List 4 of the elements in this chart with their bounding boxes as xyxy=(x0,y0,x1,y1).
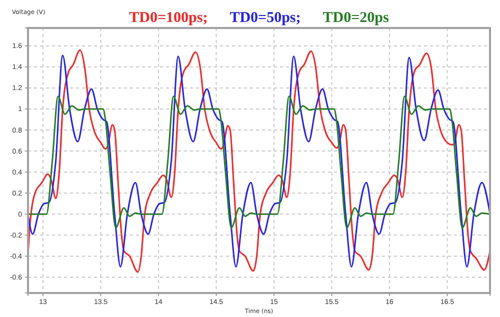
series-label: TD0=100ps; xyxy=(129,10,208,26)
text: TD0=50ps; xyxy=(230,10,301,26)
text: TD0=20ps xyxy=(322,10,389,26)
line-series xyxy=(28,96,490,229)
